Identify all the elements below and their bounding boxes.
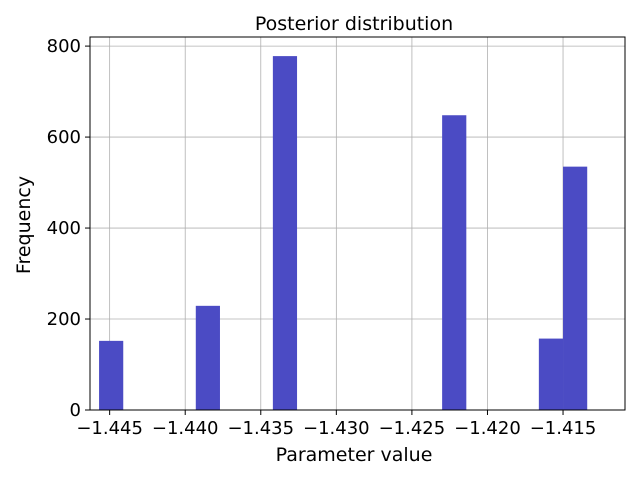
y-axis-label: Frequency (13, 176, 35, 274)
y-axis-ticks: 0 200 400 600 800 (47, 36, 90, 421)
y-tick-label: 600 (47, 127, 81, 148)
histogram-bars (99, 56, 588, 411)
grid-lines (90, 37, 625, 411)
histogram-bar (563, 166, 588, 410)
x-tick-label: −1.445 (76, 418, 143, 439)
y-tick-label: 400 (47, 218, 81, 239)
x-axis-ticks: −1.445 −1.440 −1.435 −1.430 −1.425 −1.420 −1.4… (76, 410, 596, 439)
x-tick-label: −1.420 (454, 418, 521, 439)
x-tick-label: −1.425 (379, 418, 446, 439)
histogram-bar (99, 340, 124, 410)
x-axis-label: Parameter value (276, 444, 433, 466)
x-tick-label: −1.440 (152, 418, 219, 439)
histogram-bar (538, 338, 564, 410)
y-tick-label: 200 (47, 309, 81, 330)
x-tick-label: −1.430 (303, 418, 370, 439)
histogram-bar (195, 305, 220, 410)
y-tick-label: 800 (47, 36, 81, 57)
chart-title: Posterior distribution (255, 13, 453, 35)
x-tick-label: −1.415 (530, 418, 597, 439)
y-tick-label: 0 (70, 400, 81, 421)
histogram-bar (442, 115, 467, 411)
plot-frame (89, 36, 626, 411)
histogram-bar (272, 56, 298, 410)
x-tick-label: −1.435 (227, 418, 294, 439)
